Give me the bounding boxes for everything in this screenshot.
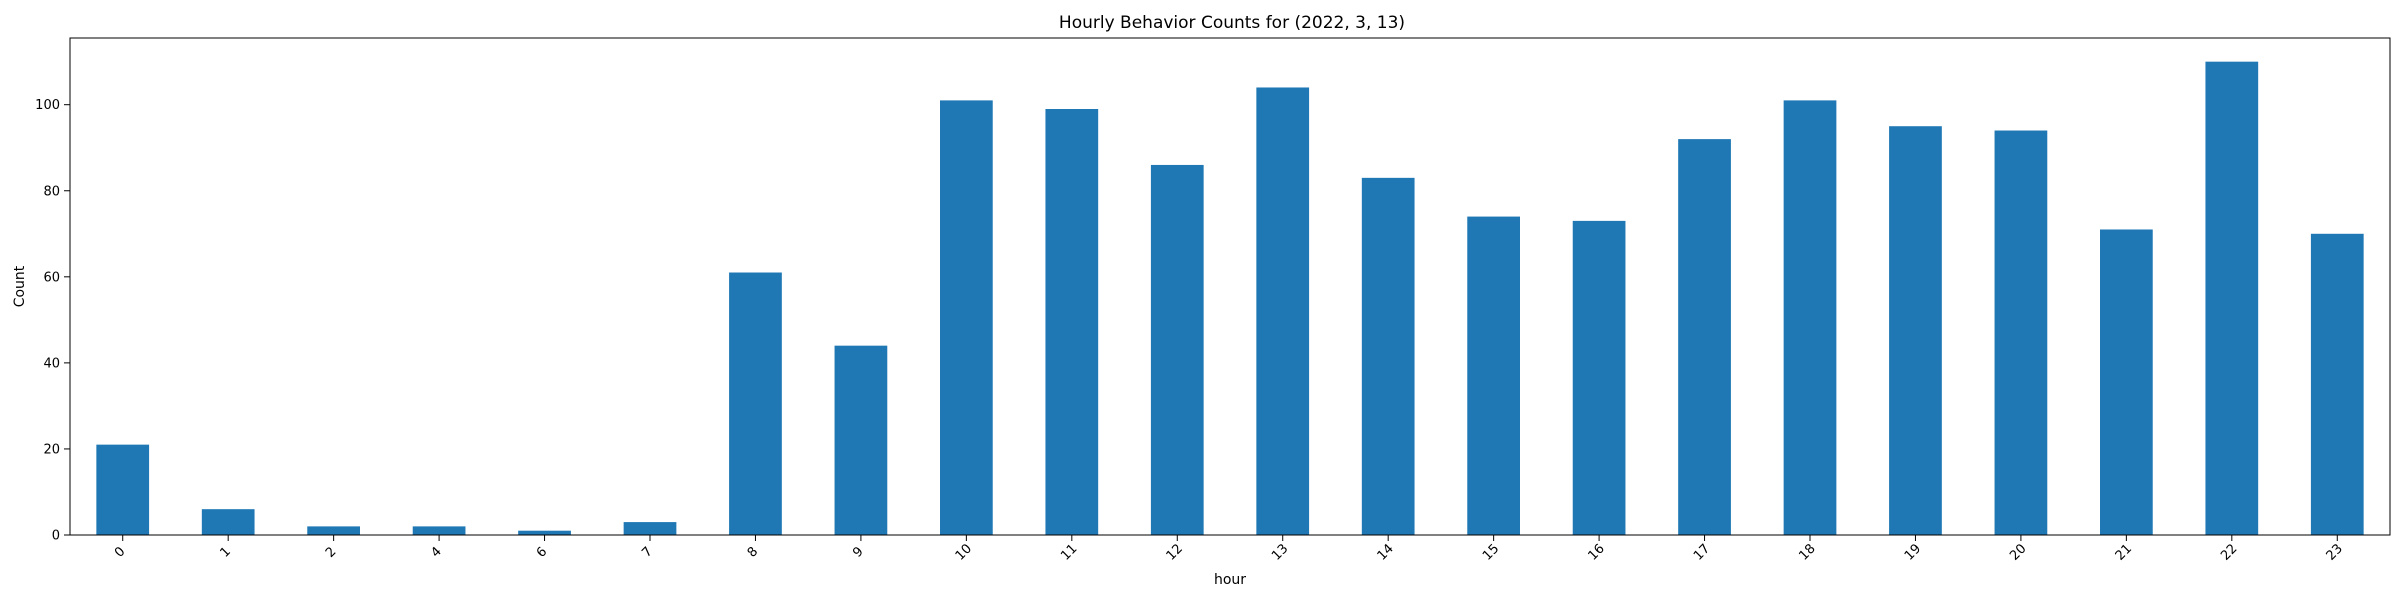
bar-hour-14 <box>1361 177 1415 535</box>
bar-hour-17 <box>1678 139 1731 535</box>
y-axis-label: Count <box>12 265 28 307</box>
bar-hour-18 <box>1783 100 1837 535</box>
y-tick-label-80: 80 <box>43 184 60 199</box>
bar-hour-4 <box>412 526 466 535</box>
bar-hour-23 <box>2310 233 2364 536</box>
y-tick-label-40: 40 <box>43 356 60 371</box>
chart-title: Hourly Behavior Counts for (2022, 3, 13) <box>1059 13 1405 33</box>
bar-hour-12 <box>1150 164 1204 535</box>
bar-hour-8 <box>729 272 782 535</box>
bar-hour-16 <box>1572 220 1626 535</box>
bar-hour-7 <box>623 522 677 535</box>
bar-hour-10 <box>940 100 993 535</box>
y-tick-label-100: 100 <box>35 98 60 113</box>
bar-hour-19 <box>1889 126 1942 536</box>
bar-hour-6 <box>518 530 571 535</box>
bar-hour-2 <box>307 526 360 535</box>
bar-hour-15 <box>1467 216 1520 535</box>
y-tick-label-20: 20 <box>43 442 60 457</box>
bar-hour-0 <box>96 444 150 535</box>
y-axis: 0 20 40 60 80 100 <box>35 98 70 544</box>
bar-hour-11 <box>1045 109 1099 535</box>
bar-hour-22 <box>2205 61 2259 536</box>
bar-hour-13 <box>1256 87 1310 535</box>
bar-hour-21 <box>2100 229 2153 536</box>
y-tick-label-60: 60 <box>43 270 60 285</box>
bars-group <box>96 61 2364 536</box>
bar-hour-1 <box>201 509 255 535</box>
x-axis-label: hour <box>1214 572 1246 588</box>
bar-hour-9 <box>834 345 888 535</box>
bar-hour-20 <box>1994 130 2048 535</box>
plot-frame <box>69 37 2391 536</box>
y-tick-label-0: 0 <box>52 529 60 544</box>
